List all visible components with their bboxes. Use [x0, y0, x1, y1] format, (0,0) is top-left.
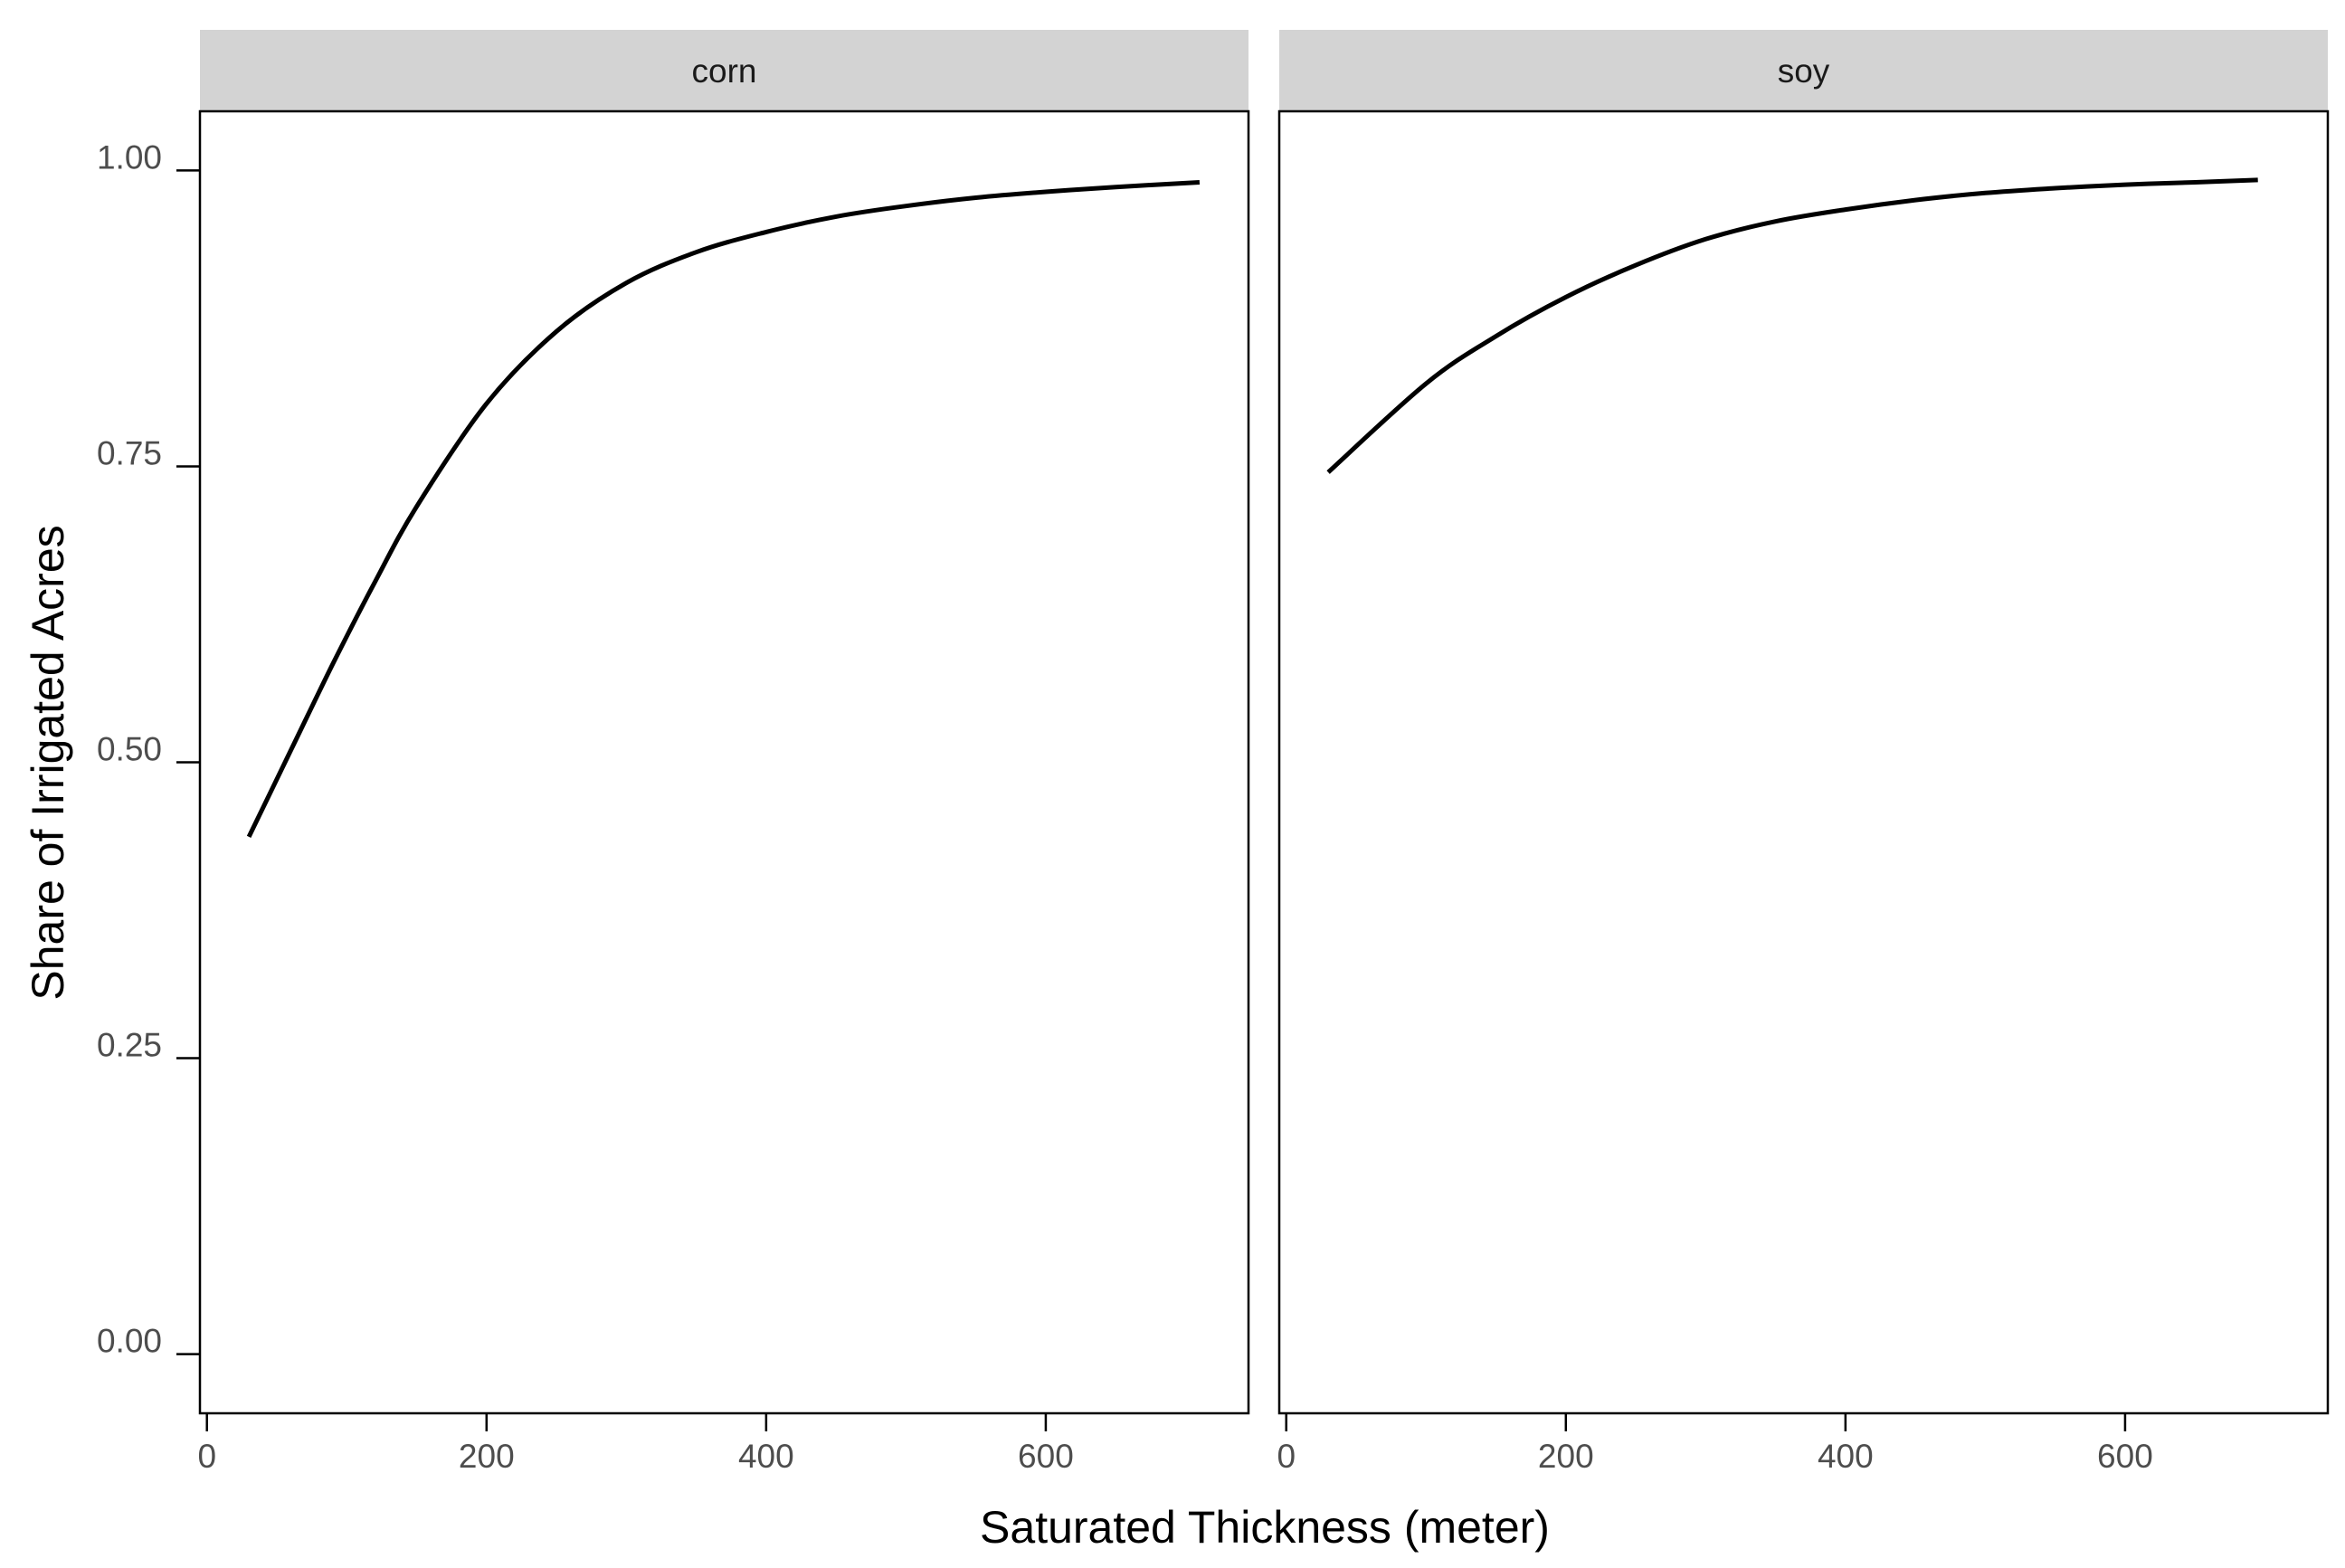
x-axis-title: Saturated Thickness (meter): [980, 1502, 1550, 1553]
panels-layer: corn 0.00 0.25 0.50 0.75 1.00 0 200 400 600 soy 0 20…: [97, 30, 2330, 1475]
x-tick-label: 200: [459, 1438, 515, 1475]
x-tick-label: 0: [197, 1438, 216, 1475]
panel-corn: corn 0.00 0.25 0.50 0.75 1.00 0 200 400 600: [97, 30, 1250, 1475]
x-tick-label: 200: [1538, 1438, 1594, 1475]
panel-border: [1277, 109, 2330, 1415]
panel-soy: soy 0 200 400 600: [1277, 30, 2330, 1475]
series-line-soy: [1326, 177, 2258, 474]
x-tick-label: 600: [1018, 1438, 1074, 1475]
panel-border: [198, 109, 1250, 1415]
y-tick-label: 1.00: [97, 138, 162, 176]
y-axis-title: Share of Irrigated Acres: [23, 525, 73, 1000]
x-tick-label: 400: [738, 1438, 794, 1475]
x-tick-label: 600: [2097, 1438, 2153, 1475]
y-tick-label: 0.50: [97, 731, 162, 768]
series-line-corn: [246, 180, 1201, 838]
y-tick-label: 0.75: [97, 434, 162, 471]
y-tick-label: 0.00: [97, 1323, 162, 1360]
facet-strip: [1279, 30, 2328, 111]
y-tick-label: 0.25: [97, 1027, 162, 1064]
x-tick-label: 400: [1818, 1438, 1874, 1475]
facet-strip-label: corn: [692, 52, 757, 90]
facet-strip-label: soy: [1778, 52, 1830, 90]
facet-strip: [200, 30, 1248, 111]
x-tick-label: 0: [1277, 1438, 1296, 1475]
